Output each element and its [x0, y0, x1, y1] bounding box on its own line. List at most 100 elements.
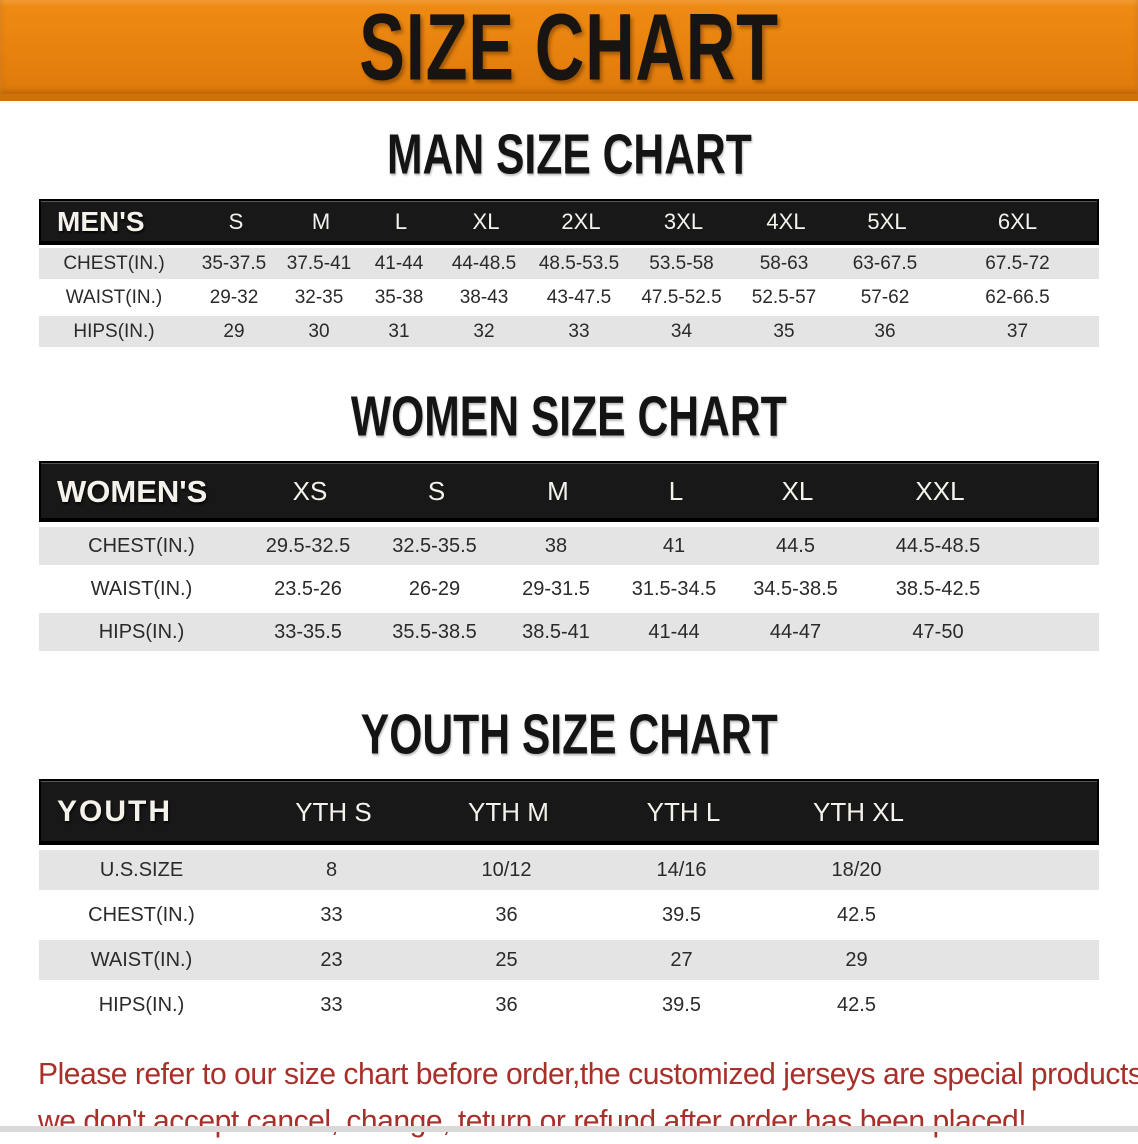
- table-cell: 39.5: [594, 994, 769, 1017]
- men-size-column-4xl: 4XL: [736, 209, 836, 235]
- men-size-column-3xl: 3XL: [631, 209, 736, 235]
- table-cell: 18/20: [769, 859, 944, 882]
- table-cell: 36: [419, 994, 594, 1017]
- table-cell: 32: [439, 321, 529, 343]
- table-cell: 34.5-38.5: [733, 578, 858, 601]
- row-label: U.S.SIZE: [39, 859, 244, 882]
- table-cell: 52.5-57: [734, 287, 834, 309]
- table-cell: 34: [629, 321, 734, 343]
- table-cell: 33: [244, 904, 419, 927]
- youth-size-chart-title: YOUTH SIZE CHART: [0, 709, 1138, 761]
- table-cell: 32-35: [279, 287, 359, 309]
- table-cell: 44.5-48.5: [858, 535, 1018, 558]
- table-cell: 29: [769, 949, 944, 972]
- table-cell: 38.5-42.5: [858, 578, 1018, 601]
- table-cell: 41-44: [359, 253, 439, 275]
- men-size-column-s: S: [191, 209, 281, 235]
- women-size-column-xs: XS: [246, 476, 374, 507]
- table-cell: 32.5-35.5: [372, 535, 497, 558]
- women-size-column-m: M: [499, 476, 617, 507]
- table-cell: 26-29: [372, 578, 497, 601]
- row-label: HIPS(IN.): [39, 321, 189, 343]
- table-cell: 37.5-41: [279, 253, 359, 275]
- table-cell: 48.5-53.5: [529, 253, 629, 275]
- men-size-column-6xl: 6XL: [938, 209, 1097, 235]
- youth-size-chart-title-text: YOUTH SIZE CHART: [361, 707, 778, 763]
- women-size-column-s: S: [374, 476, 499, 507]
- row-label: WAIST(IN.): [39, 287, 189, 309]
- table-cell: 62-66.5: [936, 287, 1099, 309]
- table-cell: 27: [594, 949, 769, 972]
- disclaimer-line-2: we don't accept cancel, change, teturn o…: [38, 1098, 1068, 1144]
- table-cell: 41-44: [615, 621, 733, 644]
- men-size-column-xl: XL: [441, 209, 531, 235]
- row-label: CHEST(IN.): [39, 904, 244, 927]
- table-cell: 57-62: [834, 287, 936, 309]
- size-chart-banner: SIZE CHART: [0, 0, 1138, 101]
- women-group-label: WOMEN'S: [41, 474, 246, 510]
- youth-size-column-yth-m: YTH M: [421, 797, 596, 828]
- table-cell: 25: [419, 949, 594, 972]
- table-cell: 35-37.5: [189, 253, 279, 275]
- table-cell: 53.5-58: [629, 253, 734, 275]
- women-size-column-xl: XL: [735, 476, 860, 507]
- men-size-column-2xl: 2XL: [531, 209, 631, 235]
- youth-group-label: YOUTH: [41, 795, 246, 829]
- table-cell: 8: [244, 859, 419, 882]
- table-cell: 36: [834, 321, 936, 343]
- table-cell: 33: [529, 321, 629, 343]
- table-cell: 37: [936, 321, 1099, 343]
- row-label: CHEST(IN.): [39, 535, 244, 558]
- row-label: WAIST(IN.): [39, 949, 244, 972]
- table-cell: 30: [279, 321, 359, 343]
- youth-size-column-yth-xl: YTH XL: [771, 797, 946, 828]
- table-cell: 33: [244, 994, 419, 1017]
- table-cell: 47.5-52.5: [629, 287, 734, 309]
- table-cell: 38: [497, 535, 615, 558]
- table-cell: 14/16: [594, 859, 769, 882]
- table-cell: 29: [189, 321, 279, 343]
- table-cell: 36: [419, 904, 594, 927]
- table-cell: 35.5-38.5: [372, 621, 497, 644]
- table-cell: 31: [359, 321, 439, 343]
- table-cell: 63-67.5: [834, 253, 936, 275]
- men-size-column-l: L: [361, 209, 441, 235]
- man-size-chart-title: MAN SIZE CHART: [0, 129, 1138, 181]
- man-size-chart-title-text: MAN SIZE CHART: [387, 127, 752, 183]
- table-cell: 29.5-32.5: [244, 535, 372, 558]
- table-cell: 38.5-41: [497, 621, 615, 644]
- table-cell: 44-48.5: [439, 253, 529, 275]
- women-size-chart-title: WOMEN SIZE CHART: [0, 391, 1138, 443]
- table-cell: 29-32: [189, 287, 279, 309]
- row-label: WAIST(IN.): [39, 578, 244, 601]
- disclaimer-line-1: Please refer to our size chart before or…: [38, 1051, 1068, 1098]
- table-cell: 29-31.5: [497, 578, 615, 601]
- table-cell: 42.5: [769, 994, 944, 1017]
- table-cell: 42.5: [769, 904, 944, 927]
- table-cell: 58-63: [734, 253, 834, 275]
- table-cell: 47-50: [858, 621, 1018, 644]
- women-size-column-l: L: [617, 476, 735, 507]
- women-size-column-xxl: XXL: [860, 476, 1020, 507]
- youth-size-column-yth-l: YTH L: [596, 797, 771, 828]
- table-cell: 67.5-72: [936, 253, 1099, 275]
- banner-title: SIZE CHART: [359, 0, 779, 95]
- row-label: CHEST(IN.): [39, 253, 189, 275]
- table-cell: 38-43: [439, 287, 529, 309]
- table-cell: 35: [734, 321, 834, 343]
- table-cell: 44.5: [733, 535, 858, 558]
